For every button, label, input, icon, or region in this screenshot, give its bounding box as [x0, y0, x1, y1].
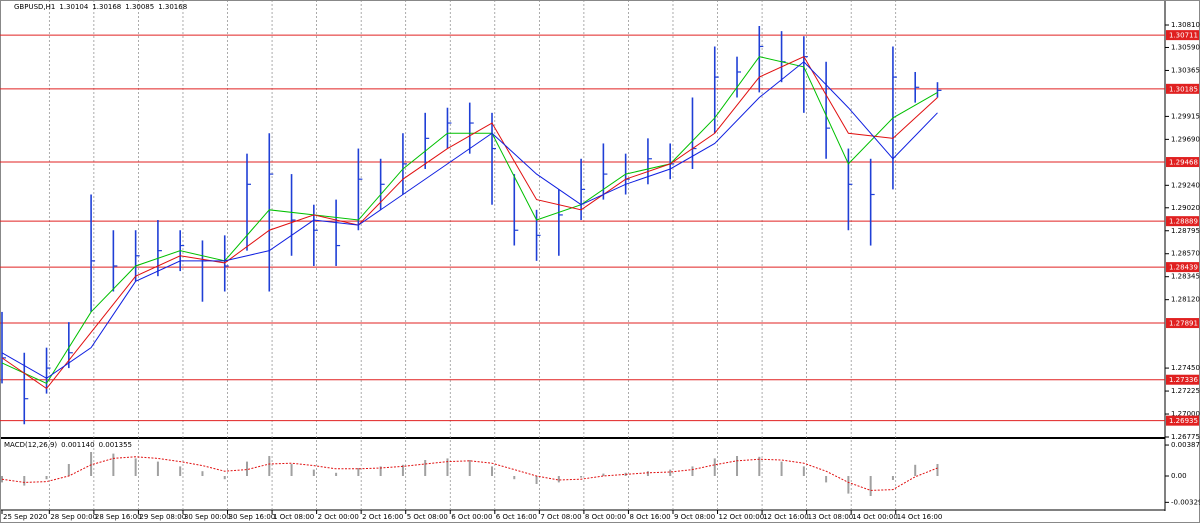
- level-label-box: [1166, 262, 1199, 273]
- x-tick-label: 12 Oct 00:00: [719, 513, 765, 521]
- x-tick-label: 7 Oct 08:00: [540, 513, 581, 521]
- moving-average: [1, 56, 938, 385]
- x-tick-label: 1 Oct 08:00: [273, 513, 314, 521]
- y-tick-label: 1.29915: [1171, 112, 1200, 120]
- level-label: 1.29468: [1169, 159, 1198, 167]
- x-tick-label: 13 Oct 08:00: [808, 513, 854, 521]
- x-tick-label: 6 Oct 16:00: [496, 513, 537, 521]
- level-label: 1.28889: [1169, 218, 1198, 226]
- y-tick-label: 1.27000: [1171, 410, 1200, 418]
- x-tick-label: 5 Oct 08:00: [407, 513, 448, 521]
- y-tick-label: 1.29020: [1171, 204, 1200, 212]
- y-tick-label: 1.30590: [1171, 43, 1200, 51]
- x-tick-label: 30 Sep 16:00: [229, 513, 276, 521]
- y-tick-label: 1.27225: [1171, 387, 1200, 395]
- x-tick-label: 2 Oct 00:00: [318, 513, 359, 521]
- x-tick-label: 12 Oct 16:00: [763, 513, 809, 521]
- y-tick-label: 1.30810: [1171, 21, 1200, 29]
- x-tick-label: 8 Oct 00:00: [585, 513, 626, 521]
- level-label-box: [1166, 157, 1199, 168]
- level-label: 1.27336: [1169, 376, 1198, 384]
- y-tick-label: 1.26775: [1171, 433, 1200, 441]
- symbol: GBPUSD,H1: [14, 3, 55, 11]
- level-label-box: [1166, 30, 1199, 41]
- y-tick-label: -0.003293: [1171, 498, 1200, 506]
- level-label-box: [1166, 318, 1199, 329]
- y-tick-label: 1.28795: [1171, 227, 1200, 235]
- x-tick-label: 6 Oct 00:00: [451, 513, 492, 521]
- x-tick-label: 29 Sep 08:00: [139, 513, 186, 521]
- x-tick-label: 8 Oct 16:00: [629, 513, 670, 521]
- y-tick-label: 1.28120: [1171, 296, 1200, 304]
- x-tick-label: 28 Sep 16:00: [95, 513, 142, 521]
- moving-average: [1, 56, 938, 390]
- y-tick-label: 0.00: [1171, 472, 1187, 480]
- level-label: 1.28439: [1169, 264, 1198, 272]
- level-label: 1.30711: [1169, 32, 1198, 40]
- header-value: 0.001355: [99, 441, 132, 449]
- x-tick-label: 30 Sep 00:00: [184, 513, 231, 521]
- header-value: 0.001140: [61, 441, 94, 449]
- x-tick-label: 28 Sep 00:00: [50, 513, 97, 521]
- y-tick-label: 0.00387: [1171, 441, 1200, 449]
- y-tick-label: 1.28345: [1171, 273, 1200, 281]
- level-label-box: [1166, 83, 1199, 94]
- y-tick-label: 1.30365: [1171, 66, 1200, 74]
- chart-header: GBPUSD,H1 1.30104 1.30168 1.30085 1.30168: [14, 3, 187, 11]
- x-tick-label: 14 Oct 00:00: [852, 513, 898, 521]
- indicator-name: MACD(12,26,9): [4, 441, 57, 449]
- level-label-box: [1166, 415, 1199, 426]
- level-label-box: [1166, 374, 1199, 385]
- y-tick-label: 1.29240: [1171, 181, 1200, 189]
- y-tick-label: 1.27450: [1171, 364, 1200, 372]
- level-label: 1.26935: [1169, 417, 1198, 425]
- moving-average: [1, 61, 938, 379]
- level-label-box: [1166, 216, 1199, 227]
- x-tick-label: 14 Oct 16:00: [897, 513, 943, 521]
- x-tick-label: 25 Sep 2020: [3, 513, 47, 521]
- header-value: 1.30085: [125, 3, 154, 11]
- header-value: 1.30168: [92, 3, 121, 11]
- header-value: 1.30104: [59, 3, 88, 11]
- y-tick-label: 1.29690: [1171, 135, 1200, 143]
- x-tick-label: 2 Oct 16:00: [362, 513, 403, 521]
- level-label: 1.27891: [1169, 320, 1198, 328]
- indicator-header: MACD(12,26,9) 0.001140 0.001355: [4, 441, 132, 449]
- header-value: 1.30168: [158, 3, 187, 11]
- level-label: 1.30185: [1169, 85, 1198, 93]
- x-tick-label: 9 Oct 08:00: [674, 513, 715, 521]
- y-tick-label: 1.28570: [1171, 250, 1200, 258]
